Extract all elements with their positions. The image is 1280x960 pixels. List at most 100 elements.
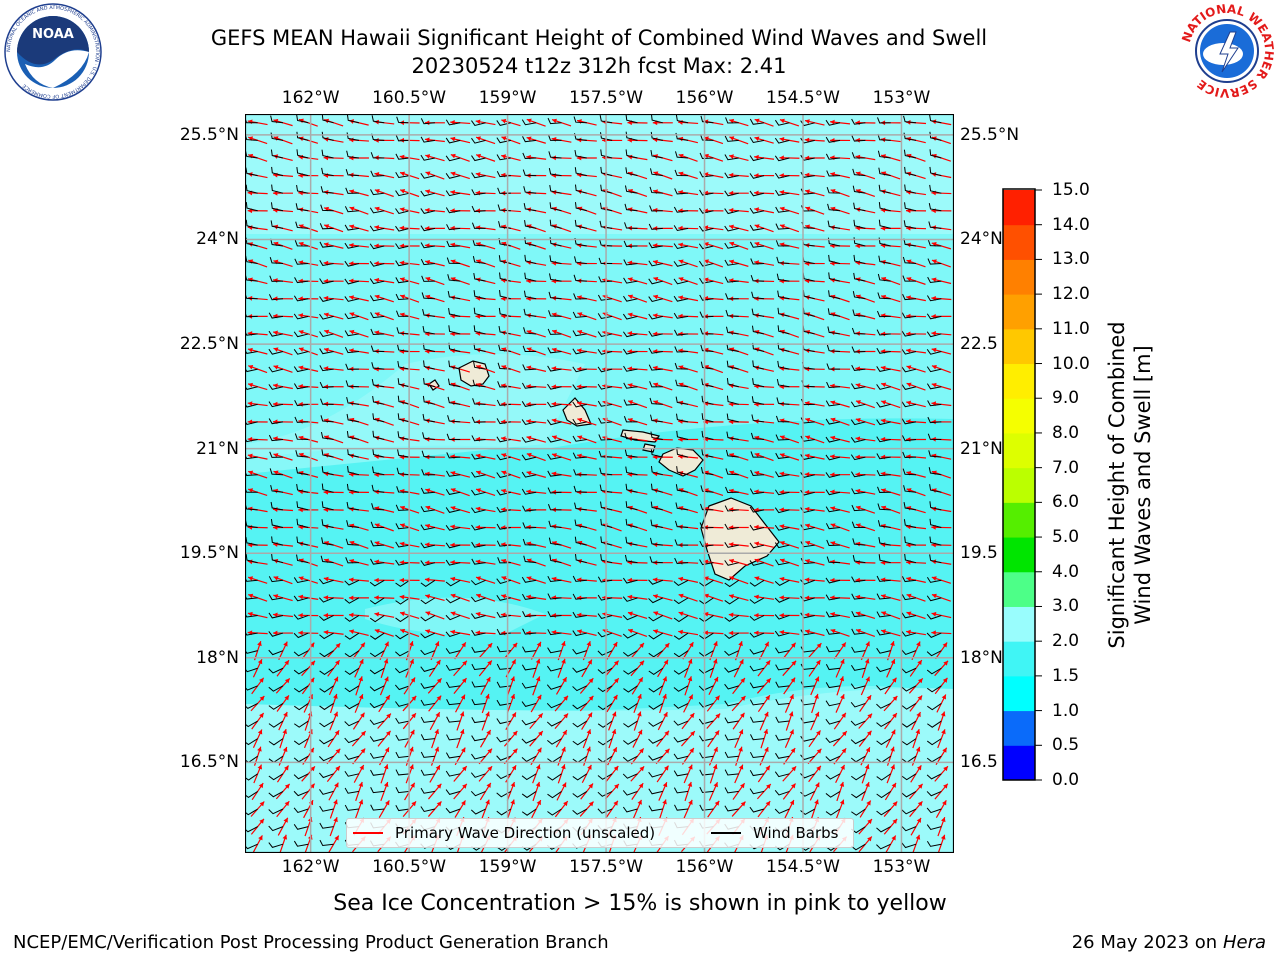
wave-arrow-head [298, 329, 304, 335]
wind-barb [751, 308, 765, 317]
wind-barb [648, 597, 664, 604]
wave-arrow-head [653, 259, 658, 265]
wind-barb [547, 347, 562, 354]
wave-arrow-head [840, 694, 845, 700]
wave-arrow-head [765, 801, 771, 807]
footer-date-text: 26 May 2023 on [1071, 932, 1218, 953]
wind-barb [372, 395, 385, 405]
wave-arrow-head [652, 542, 658, 548]
wave-arrow-head [399, 207, 405, 212]
wave-arrow-head [374, 577, 379, 583]
wave-arrow-head [867, 819, 872, 824]
wind-barb [927, 239, 942, 247]
wind-barb [800, 773, 815, 779]
wind-barb [926, 576, 942, 583]
wave-arrow-head [703, 225, 709, 231]
wind-barb [904, 166, 917, 177]
wind-barb [445, 559, 461, 566]
wind-barb [725, 449, 739, 458]
wind-barb [926, 807, 942, 814]
wind-barb [369, 632, 385, 640]
wind-barb [420, 172, 436, 179]
wave-arrow-head [678, 259, 684, 265]
wind-barb [572, 720, 588, 728]
wind-barb [597, 790, 613, 797]
wind-barb [800, 541, 815, 548]
wind-barb [700, 485, 714, 493]
wind-barb [698, 718, 714, 725]
wind-barb [295, 203, 309, 212]
wind-barb [395, 293, 410, 301]
wave-arrow-head [779, 613, 784, 618]
wave-arrow-head [501, 453, 507, 458]
wind-barb [876, 593, 891, 600]
wind-barb [649, 556, 663, 564]
wind-barb [623, 348, 638, 355]
wave-arrow-head [653, 294, 659, 300]
wave-arrow-head [323, 576, 329, 582]
wind-barb [852, 290, 866, 300]
wind-barb [268, 842, 284, 848]
colorbar-tick-label: 4.0 [1052, 561, 1080, 582]
wave-arrow-head [906, 629, 911, 635]
wave-arrow-head [487, 643, 493, 649]
wave-arrow-head [247, 611, 253, 617]
wave-arrow-head [272, 630, 278, 636]
wave-arrow-head [259, 818, 264, 824]
wave-arrow-head [588, 801, 594, 807]
wind-barb [245, 403, 258, 408]
wind-barb [800, 557, 815, 565]
wave-arrow-head [298, 347, 304, 352]
wind-barb [827, 326, 841, 335]
wind-barb [268, 773, 284, 781]
wind-barb [345, 380, 359, 388]
wave-arrow-head [476, 136, 481, 141]
wind-barb [851, 576, 866, 583]
wave-arrow-head [713, 676, 719, 682]
wind-barb [523, 327, 537, 335]
wind-barb [926, 595, 942, 602]
wind-barb [724, 650, 739, 656]
wind-barb [547, 365, 562, 372]
wave-arrow-head [526, 452, 532, 458]
wave-arrow-head [805, 417, 811, 423]
wind-barb [648, 296, 663, 303]
wind-barb [625, 167, 638, 177]
wave-arrow-head [309, 747, 314, 753]
wave-arrow-head [865, 676, 870, 682]
wind-barb [319, 667, 334, 676]
wind-barb [319, 241, 334, 248]
wind-barb [396, 467, 410, 476]
wave-arrow-head [383, 658, 389, 664]
wind-barb [775, 734, 790, 741]
wave-arrow-head [830, 612, 836, 617]
wind-barb [293, 824, 309, 830]
wave-arrow-head [512, 642, 518, 648]
wind-barb [344, 650, 360, 658]
wind-barb [420, 734, 435, 741]
wind-barb [344, 685, 360, 693]
wind-barb [648, 313, 663, 320]
wind-barb [548, 151, 562, 159]
wind-barb [346, 114, 360, 124]
wave-arrow-head [247, 401, 253, 407]
wind-barb [522, 364, 537, 371]
wind-barb [245, 685, 258, 691]
wave-arrow-head [248, 382, 253, 388]
wave-arrow-head [906, 348, 911, 354]
wave-arrow-head [943, 766, 948, 772]
colorbar-tick-label: 12.0 [1052, 284, 1090, 305]
lon-label-bottom: 162°W [281, 857, 340, 877]
lat-label-left: 22.5°N [179, 334, 239, 355]
wind-barb [346, 150, 360, 159]
wind-barb [673, 615, 689, 623]
wave-arrow-head [916, 765, 922, 771]
wind-barb [699, 540, 714, 547]
wind-barb [447, 378, 461, 388]
wave-arrow-head [374, 277, 380, 283]
noaa-logo-icon: NOAA NATIONAL OCEANIC AND ATMOSPHERIC AD… [4, 3, 102, 101]
wind-barb [395, 787, 410, 794]
wave-arrow-head [348, 595, 354, 601]
wave-arrow-head [931, 382, 937, 388]
wind-barb [521, 593, 537, 600]
